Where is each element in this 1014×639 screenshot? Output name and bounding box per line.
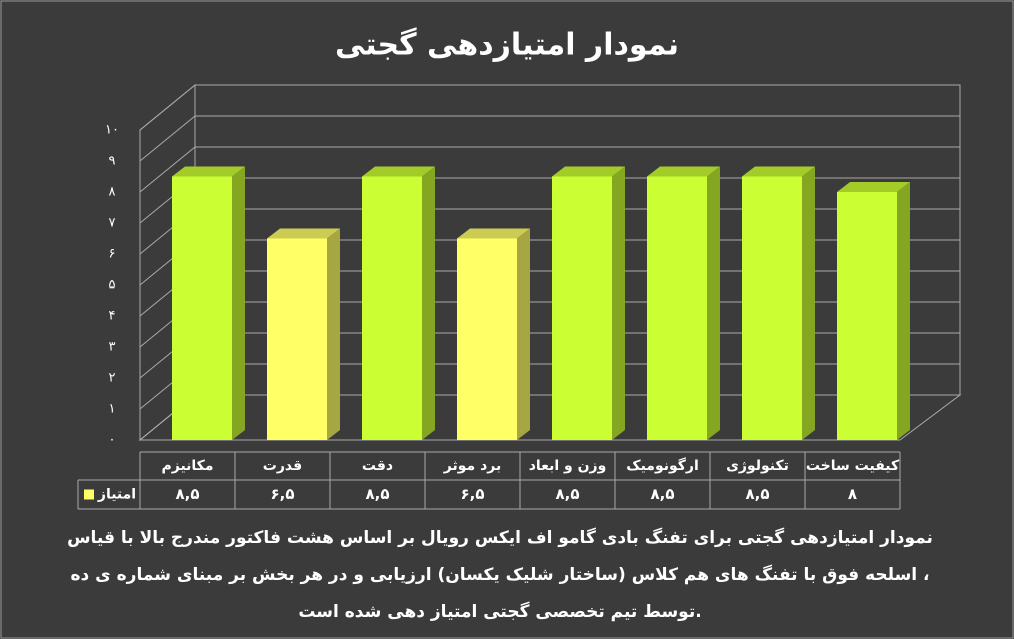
bar-side [612,166,625,440]
bar-top [172,166,245,177]
y-tick-label: ۶ [109,247,116,262]
y-tick-label: ۷ [109,216,116,231]
y-tick-label: ۱۰ [105,123,119,138]
table-value: ۸,۵ [745,485,769,503]
bar-side [802,166,815,440]
bar [647,176,707,440]
bar-top [742,166,815,177]
bar-top [457,228,530,239]
bar-side [517,228,530,440]
bar-top [362,166,435,177]
legend-marker [84,489,94,500]
y-tick-label: ۱ [109,402,116,417]
bar-top [647,166,720,177]
table-value: ۸,۵ [555,485,579,503]
bar-top [552,166,625,177]
caption: اسلحه فوق با تفنگ های هم کلاس (ساختار شل… [70,564,929,585]
bar-side [422,166,435,440]
bar [172,176,232,440]
x-tick-label: ارگونومیک [626,457,699,474]
table-value: ۶,۵ [460,485,484,503]
bar-side [707,166,720,440]
caption: نمودار امتیازدهی گجتی برای تفنگ بادی گام… [67,527,933,548]
x-tick-label: برد موثر [443,458,501,474]
bar [742,176,802,440]
table-value: ۸,۵ [650,485,674,503]
bar-side [327,228,340,440]
chart-title: نمودار امتیازدهی گجتی [335,27,679,63]
table-value: ۸,۵ [175,485,199,503]
y-tick-label: ۳ [109,340,116,355]
y-tick-label: ۴ [109,309,116,324]
bar-side [897,182,910,440]
bar [267,238,327,440]
bar [552,176,612,440]
x-tick-label: وزن و ابعاد [529,458,607,474]
bar [457,238,517,440]
y-tick-label: ۹ [109,154,116,169]
legend-label: امتیاز [97,487,136,503]
y-tick-label: ۲ [109,371,116,386]
bar-side [232,166,245,440]
bar [362,176,422,440]
bar-top [837,182,910,192]
grid-line [139,84,196,131]
x-tick-label: دقت [362,458,393,474]
caption: توسط تیم تخصصی گجتی امتیاز دهی شده است. [298,601,701,622]
grid-line [139,115,196,162]
table-value: ۸ [848,485,857,503]
x-tick-label: قدرت [263,458,302,474]
x-tick-label: مکانیزم [161,458,213,474]
bar-top [267,228,340,239]
x-tick-label: کیفیت ساخت [806,458,900,474]
grid-line [139,146,196,193]
y-tick-label: ۵ [109,278,116,293]
y-tick-label: ۰ [109,433,116,448]
bar [837,192,897,440]
table-value: ۶,۵ [270,485,294,503]
x-tick-label: تکنولوژی [726,458,789,474]
table-value: ۸,۵ [365,485,389,503]
y-tick-label: ۸ [109,185,116,200]
